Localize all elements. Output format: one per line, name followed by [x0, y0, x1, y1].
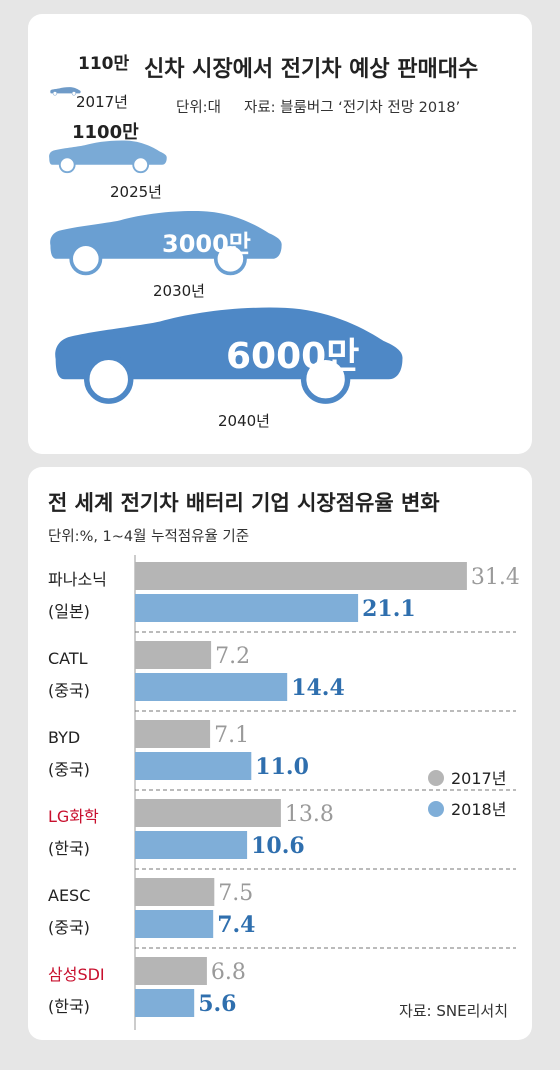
company-country-label: (중국) [48, 918, 90, 937]
bar-value-label: 13.8 [285, 802, 334, 827]
bar-value-label: 7.4 [217, 912, 255, 938]
bar-value-label: 11.0 [255, 754, 309, 780]
bar-value-label: 21.1 [362, 596, 416, 622]
company-country-label: (한국) [48, 839, 90, 858]
legend-label: 2018년 [451, 800, 506, 819]
sales-unit-label: 단위:대 [176, 99, 221, 116]
company-name-label: LG화학 [48, 807, 99, 826]
share-unit-label: 단위:%, 1~4월 누적점유율 기준 [48, 528, 249, 545]
legend-swatch [428, 770, 444, 786]
sales-value-label: 110만 [78, 54, 129, 74]
battery-share-chart: 전 세계 전기차 배터리 기업 시장점유율 변화 단위:%, 1~4월 누적점유… [48, 491, 520, 1030]
bar-value-label: 5.6 [198, 991, 236, 1017]
company-name-label: CATL [48, 649, 88, 668]
bar-prev [135, 799, 281, 827]
company-name-label: AESC [48, 886, 90, 905]
bar-curr [135, 989, 195, 1017]
bar-value-label: 6.8 [211, 960, 246, 985]
car-icon [49, 140, 167, 174]
sales-year-label: 2040년 [218, 412, 270, 430]
legend-swatch [428, 801, 444, 817]
sales-year-label: 2017년 [76, 93, 128, 111]
company-name-label: BYD [48, 728, 80, 747]
sales-year-label: 2030년 [153, 282, 205, 300]
bar-value-label: 7.2 [215, 644, 250, 669]
bar-value-label: 7.1 [214, 723, 249, 748]
bar-prev [135, 878, 215, 906]
company-name-label: 파나소닉 [48, 570, 107, 589]
sales-source: 자료: 블룸버그 ‘전기차 전망 2018’ [244, 99, 460, 116]
bar-value-label: 10.6 [251, 833, 305, 859]
bar-prev [135, 720, 211, 748]
bar-curr [135, 831, 248, 859]
company-country-label: (일본) [48, 602, 90, 621]
bar-curr [135, 673, 288, 701]
company-country-label: (중국) [48, 681, 90, 700]
share-source: 자료: SNE리서치 [399, 1002, 508, 1020]
car-icon [55, 307, 403, 404]
battery-share-panel: 전 세계 전기차 배터리 기업 시장점유율 변화 단위:%, 1~4월 누적점유… [28, 467, 532, 1040]
sales-value-label: 3000만 [162, 230, 251, 258]
sales-value-label: 6000만 [226, 336, 359, 377]
bar-value-label: 31.4 [471, 565, 520, 590]
bar-prev [135, 957, 207, 985]
bar-curr [135, 752, 252, 780]
bar-value-label: 14.4 [291, 675, 345, 701]
sales-forecast-panel: 신차 시장에서 전기차 예상 판매대수 단위:대 자료: 블룸버그 ‘전기차 전… [28, 14, 532, 454]
sales-chart-title: 신차 시장에서 전기차 예상 판매대수 [144, 57, 478, 82]
bar-value-label: 7.5 [218, 881, 253, 906]
company-country-label: (한국) [48, 997, 90, 1016]
share-chart-title: 전 세계 전기차 배터리 기업 시장점유율 변화 [48, 491, 440, 515]
sales-year-label: 2025년 [110, 183, 162, 201]
company-name-label: 삼성SDI [48, 965, 105, 984]
legend-label: 2017년 [451, 769, 506, 788]
bar-prev [135, 641, 212, 669]
company-country-label: (중국) [48, 760, 90, 779]
bar-curr [135, 594, 359, 622]
sales-value-label: 1100만 [72, 122, 139, 143]
car-icon [50, 87, 81, 96]
sales-forecast-chart: 신차 시장에서 전기차 예상 판매대수 단위:대 자료: 블룸버그 ‘전기차 전… [49, 54, 478, 430]
bar-prev [135, 562, 467, 590]
bar-curr [135, 910, 214, 938]
car-icon [50, 211, 282, 276]
